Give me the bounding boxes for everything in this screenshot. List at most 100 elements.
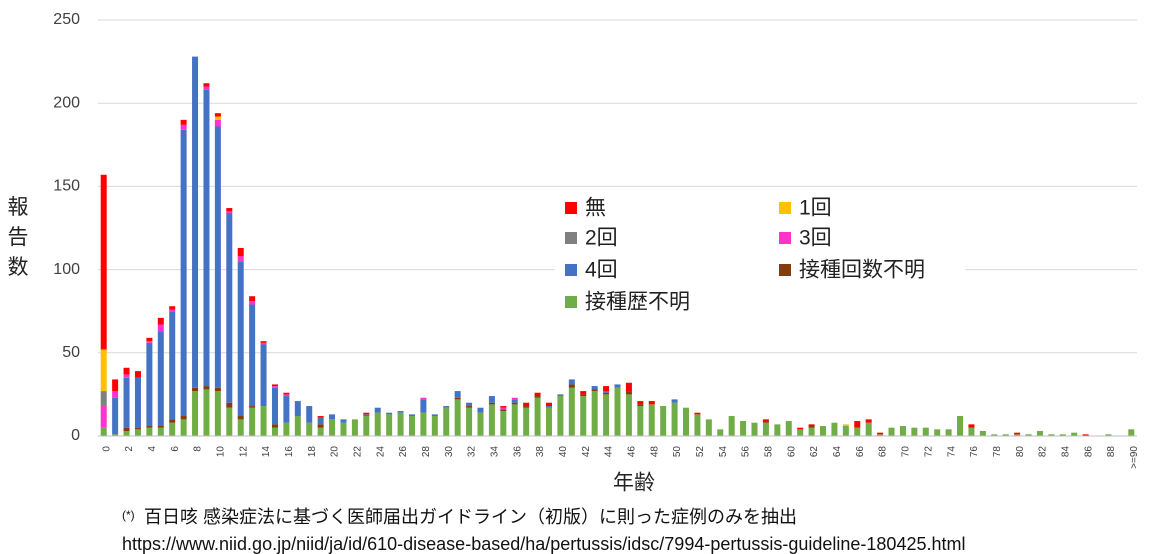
bar-segment bbox=[134, 427, 141, 430]
bar-segment bbox=[500, 411, 507, 436]
bar-segment bbox=[842, 424, 849, 427]
bar-segment bbox=[306, 406, 313, 423]
bar-segment bbox=[123, 431, 130, 436]
bar-segment bbox=[511, 399, 518, 403]
bar-segment bbox=[226, 407, 233, 436]
bar-segment bbox=[169, 311, 176, 420]
bar-segment bbox=[625, 391, 632, 395]
bar-segment bbox=[146, 427, 153, 436]
bar-segment bbox=[580, 396, 587, 436]
bar-segment bbox=[180, 124, 187, 130]
bar-segment bbox=[625, 394, 632, 436]
bar-segment bbox=[945, 429, 952, 436]
x-tick-label: 76 bbox=[969, 446, 980, 458]
bar-segment bbox=[877, 432, 884, 435]
bar-segment bbox=[454, 399, 461, 436]
bar-segment bbox=[694, 414, 701, 436]
x-tick-label: 68 bbox=[878, 446, 889, 458]
bar-segment bbox=[568, 387, 575, 436]
legend-swatch bbox=[565, 296, 577, 308]
legend-swatch bbox=[565, 264, 577, 276]
bar-segment bbox=[705, 419, 712, 436]
x-tick-label: 14 bbox=[261, 446, 272, 458]
bar-segment bbox=[112, 391, 119, 398]
bar-segment bbox=[112, 434, 119, 436]
x-tick-label: 8 bbox=[193, 446, 204, 452]
bar-segment bbox=[134, 429, 141, 436]
y-tick-label: 200 bbox=[53, 94, 80, 111]
bar-segment bbox=[477, 407, 484, 413]
bar-segment bbox=[557, 396, 564, 436]
bar-segment bbox=[340, 422, 347, 436]
bar-segment bbox=[580, 394, 587, 397]
bar-segment bbox=[271, 386, 278, 388]
bar-segment bbox=[283, 394, 290, 397]
bar-segment bbox=[591, 389, 598, 392]
bar-segment bbox=[294, 416, 301, 436]
bar-segment bbox=[808, 424, 815, 427]
bar-segment bbox=[808, 426, 815, 428]
bar-segment bbox=[957, 416, 964, 436]
bar-segment bbox=[271, 387, 278, 425]
bar-segment bbox=[317, 417, 324, 425]
x-tick-label: 0 bbox=[101, 446, 112, 452]
bar-segment bbox=[203, 89, 210, 387]
bar-segment bbox=[762, 422, 769, 436]
bar-segment bbox=[169, 422, 176, 436]
bar-segment bbox=[842, 426, 849, 436]
bar-segment bbox=[203, 83, 210, 87]
bar-segment bbox=[260, 341, 267, 343]
bar-segment bbox=[100, 427, 107, 436]
bar-segment bbox=[603, 392, 610, 395]
bar-segment bbox=[226, 211, 233, 214]
bar-segment bbox=[500, 406, 507, 408]
bar-segment bbox=[443, 406, 450, 408]
bar-segment bbox=[637, 406, 644, 436]
x-tick-label: 54 bbox=[718, 446, 729, 458]
bar-segment bbox=[180, 129, 187, 417]
bar-segment bbox=[511, 402, 518, 405]
bar-segment bbox=[271, 384, 278, 387]
bar-segment bbox=[854, 427, 861, 436]
note-url: https://www.niid.go.jp/niid/ja/id/610-di… bbox=[122, 534, 965, 554]
x-tick-label: 18 bbox=[307, 446, 318, 458]
legend-swatch bbox=[779, 232, 791, 244]
bar-segment bbox=[534, 392, 541, 397]
bar-segment bbox=[568, 384, 575, 388]
x-tick-label: 66 bbox=[855, 446, 866, 458]
bar-segment bbox=[146, 426, 153, 428]
bar-segment bbox=[637, 401, 644, 405]
x-tick-label: 52 bbox=[695, 446, 706, 458]
bar-segment bbox=[271, 424, 278, 428]
x-tick-label: 10 bbox=[216, 446, 227, 458]
bar-segment bbox=[157, 427, 164, 436]
bar-segment bbox=[534, 396, 541, 398]
bar-segment bbox=[214, 116, 221, 120]
bar-segment bbox=[523, 407, 530, 436]
bar-segment bbox=[603, 391, 610, 393]
bar-segment bbox=[249, 304, 256, 407]
x-tick-label: >=90 bbox=[1129, 446, 1140, 469]
bar-segment bbox=[237, 261, 244, 417]
legend-swatch bbox=[565, 232, 577, 244]
bar-segment bbox=[397, 411, 404, 413]
bar-segment bbox=[214, 387, 221, 392]
bar-segment bbox=[340, 419, 347, 423]
bar-segment bbox=[260, 344, 267, 407]
bar-segment bbox=[1036, 431, 1043, 436]
bar-segment bbox=[386, 414, 393, 436]
bar-segment bbox=[157, 324, 164, 332]
bar-segment bbox=[1048, 434, 1055, 436]
bar-segment bbox=[683, 407, 690, 436]
x-tick-label: 62 bbox=[809, 446, 820, 458]
x-tick-label: 26 bbox=[398, 446, 409, 458]
bar-segment bbox=[283, 392, 290, 395]
bar-segment bbox=[991, 434, 998, 436]
legend-label: 接種歴不明 bbox=[585, 291, 690, 314]
bar-segment bbox=[1128, 429, 1135, 436]
bar-segment bbox=[237, 256, 244, 262]
bar-segment bbox=[762, 419, 769, 422]
bar-segment bbox=[694, 412, 701, 415]
bar-segment bbox=[306, 422, 313, 436]
bar-segment bbox=[203, 389, 210, 436]
